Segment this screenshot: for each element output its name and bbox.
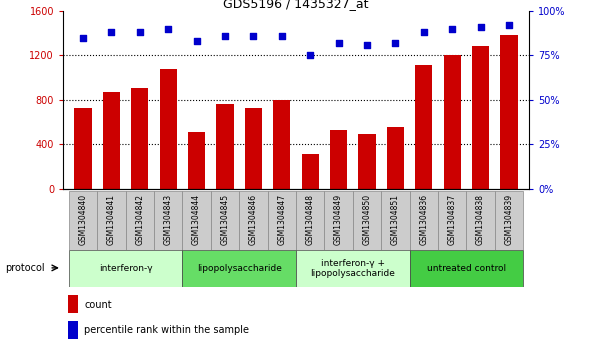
Bar xyxy=(415,65,432,189)
Bar xyxy=(296,191,325,250)
Bar xyxy=(472,46,489,189)
Bar xyxy=(131,87,148,189)
Text: GSM1304847: GSM1304847 xyxy=(277,193,286,245)
Bar xyxy=(182,191,211,250)
Bar xyxy=(75,107,91,189)
Bar xyxy=(381,191,410,250)
Text: interferon-γ +
lipopolysaccharide: interferon-γ + lipopolysaccharide xyxy=(310,259,395,278)
Text: GSM1304837: GSM1304837 xyxy=(448,193,457,245)
Bar xyxy=(387,127,404,189)
Bar xyxy=(160,69,177,189)
Bar xyxy=(501,35,517,189)
Bar xyxy=(97,191,126,250)
Text: GSM1304838: GSM1304838 xyxy=(476,193,485,245)
Point xyxy=(362,42,372,48)
Text: GSM1304851: GSM1304851 xyxy=(391,193,400,245)
Bar xyxy=(302,154,319,189)
Text: GSM1304836: GSM1304836 xyxy=(419,193,429,245)
Point xyxy=(419,29,429,35)
Title: GDS5196 / 1435327_at: GDS5196 / 1435327_at xyxy=(223,0,369,10)
Point xyxy=(334,40,343,46)
Text: GSM1304844: GSM1304844 xyxy=(192,193,201,245)
Text: GSM1304849: GSM1304849 xyxy=(334,193,343,245)
Text: GSM1304839: GSM1304839 xyxy=(504,193,513,245)
Text: GSM1304841: GSM1304841 xyxy=(107,193,116,245)
Text: protocol: protocol xyxy=(5,263,44,273)
Bar xyxy=(410,250,523,287)
Bar xyxy=(154,191,182,250)
Text: GSM1304848: GSM1304848 xyxy=(306,193,315,245)
Bar xyxy=(68,321,78,339)
Point xyxy=(163,26,173,32)
Point xyxy=(504,22,514,28)
Text: GSM1304840: GSM1304840 xyxy=(79,193,88,245)
Point xyxy=(305,52,315,58)
Text: GSM1304846: GSM1304846 xyxy=(249,193,258,245)
Bar xyxy=(273,100,290,189)
Point xyxy=(135,29,145,35)
Text: GSM1304850: GSM1304850 xyxy=(362,193,371,245)
Text: GSM1304845: GSM1304845 xyxy=(221,193,230,245)
Point xyxy=(277,33,287,39)
Bar xyxy=(103,92,120,189)
Bar xyxy=(353,191,381,250)
Bar xyxy=(69,191,97,250)
Point xyxy=(78,34,88,40)
Text: count: count xyxy=(84,299,112,310)
Bar xyxy=(126,191,154,250)
Point xyxy=(220,33,230,39)
Point xyxy=(106,29,116,35)
Point xyxy=(192,38,201,44)
Bar xyxy=(330,130,347,189)
Bar xyxy=(495,191,523,250)
Bar xyxy=(438,191,466,250)
Bar xyxy=(216,104,234,189)
Point xyxy=(447,26,457,32)
Bar xyxy=(182,250,296,287)
Bar xyxy=(358,134,376,189)
Bar xyxy=(296,250,410,287)
Bar xyxy=(410,191,438,250)
Bar xyxy=(68,295,78,313)
Text: untreated control: untreated control xyxy=(427,264,506,273)
Text: lipopolysaccharide: lipopolysaccharide xyxy=(197,264,282,273)
Text: GSM1304842: GSM1304842 xyxy=(135,193,144,245)
Bar xyxy=(444,55,461,189)
Point xyxy=(249,33,258,39)
Bar xyxy=(466,191,495,250)
Text: interferon-γ: interferon-γ xyxy=(99,264,153,273)
Bar xyxy=(211,191,239,250)
Bar xyxy=(245,107,262,189)
Point xyxy=(476,24,486,30)
Point xyxy=(391,40,400,46)
Bar xyxy=(325,191,353,250)
Text: GSM1304843: GSM1304843 xyxy=(163,193,172,245)
Text: percentile rank within the sample: percentile rank within the sample xyxy=(84,325,249,335)
Bar xyxy=(69,250,182,287)
Bar xyxy=(239,191,267,250)
Bar xyxy=(267,191,296,250)
Bar xyxy=(188,132,205,189)
